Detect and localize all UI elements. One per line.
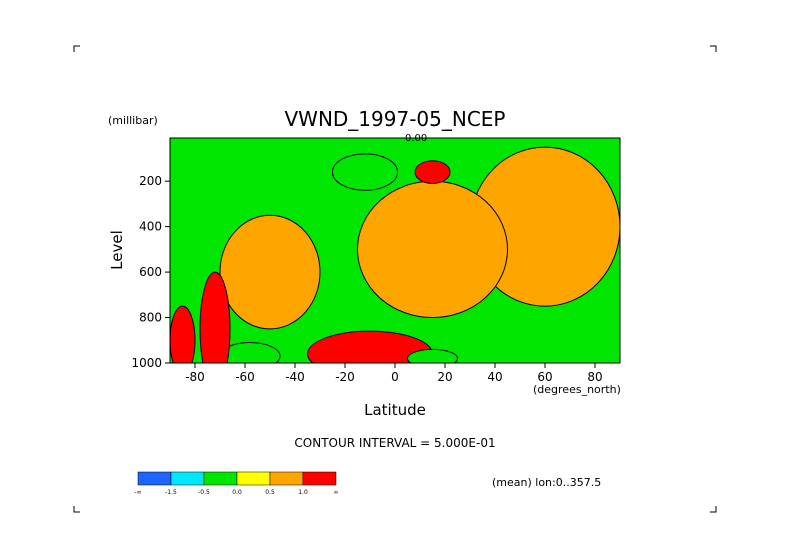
jet-core-80S	[170, 305, 196, 363]
x-tick-label: -40	[285, 370, 305, 384]
zero-contour-label: 0.00	[405, 133, 427, 144]
x-tick-label: -60	[235, 370, 255, 384]
x-tick-label: -80	[185, 370, 205, 384]
x-tick-label: 20	[437, 370, 452, 384]
positive-region-southwest	[219, 214, 321, 330]
jet-core-73S	[199, 271, 231, 363]
y-axis-ticks: 1000 800 600 400 200	[131, 174, 170, 370]
color-legend: -∞ -1.5 -0.5 0.0 0.5 1.0 ∞	[134, 471, 339, 496]
corner-marks	[73, 45, 717, 513]
legend-label: -∞	[134, 489, 141, 496]
x-axis-label: Latitude	[364, 401, 426, 419]
x-tick-label: 60	[537, 370, 552, 384]
legend-label: 0.0	[232, 489, 242, 496]
legend-swatch	[236, 471, 271, 486]
y-tick-label: 200	[139, 174, 162, 188]
y-tick-label: 1000	[131, 356, 162, 370]
legend-swatch	[170, 471, 205, 486]
legend-swatch	[203, 471, 238, 486]
contour-interval-text: CONTOUR INTERVAL = 5.000E-01	[294, 436, 495, 450]
legend-label: 0.5	[265, 489, 275, 496]
y-tick-label: 800	[139, 311, 162, 325]
min-region-upper-15S	[332, 153, 398, 191]
x-tick-label: 0	[391, 370, 399, 384]
legend-swatch	[302, 471, 337, 486]
x-tick-label: 80	[587, 370, 602, 384]
min-region-lower-15N	[407, 348, 458, 363]
y-units-label: (millibar)	[108, 114, 158, 127]
legend-label: -1.5	[165, 489, 177, 496]
legend-label: 1.0	[298, 489, 308, 496]
legend-label: ∞	[334, 489, 339, 496]
x-tick-label: 40	[487, 370, 502, 384]
plot-area	[170, 138, 620, 363]
y-tick-label: 400	[139, 220, 162, 234]
data-regions	[170, 146, 620, 363]
x-axis-ticks: -80 -60 -40 -20 0 20 40 60 80	[185, 363, 603, 384]
chart-title: VWND_1997-05_NCEP	[284, 107, 505, 131]
legend-swatch	[269, 471, 304, 486]
legend-label: -0.5	[198, 489, 210, 496]
max-region-upper-15N	[414, 160, 451, 184]
x-tick-label: -20	[335, 370, 355, 384]
positive-region-center	[357, 180, 508, 319]
y-tick-label: 600	[139, 265, 162, 279]
y-axis-label: Level	[108, 230, 126, 270]
mean-note: (mean) lon:0..357.5	[492, 476, 601, 489]
x-units-label: (degrees_north)	[533, 383, 621, 396]
legend-swatch	[137, 471, 172, 486]
